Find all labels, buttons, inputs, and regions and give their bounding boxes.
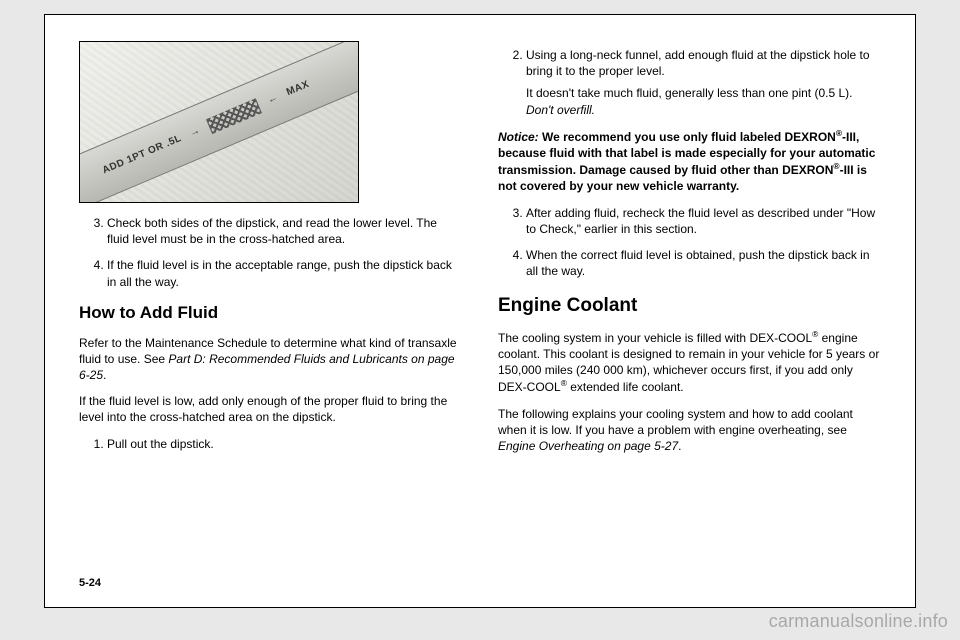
- manual-page: ADD 1PT OR .5L → ← MAX Check both sides …: [44, 14, 916, 608]
- step-subtext: It doesn't take much fluid, generally le…: [526, 85, 881, 117]
- add-steps-list-right-b: After adding fluid, recheck the fluid le…: [498, 205, 881, 280]
- body-paragraph: The cooling system in your vehicle is fi…: [498, 329, 881, 396]
- list-item: After adding fluid, recheck the fluid le…: [526, 205, 881, 237]
- engine-coolant-heading: Engine Coolant: [498, 293, 881, 319]
- check-steps-list: Check both sides of the dipstick, and re…: [79, 215, 462, 290]
- emphasis: Don't overfill.: [526, 103, 595, 117]
- list-item: If the fluid level is in the acceptable …: [107, 257, 462, 289]
- step-text: Using a long-neck funnel, add enough flu…: [526, 48, 870, 78]
- list-item: Pull out the dipstick.: [107, 436, 462, 452]
- step-text: Check both sides of the dipstick, and re…: [107, 216, 437, 246]
- arrow-right-icon: →: [188, 124, 203, 141]
- notice-paragraph: Notice: We recommend you use only fluid …: [498, 128, 881, 195]
- left-column: ADD 1PT OR .5L → ← MAX Check both sides …: [79, 41, 462, 571]
- cross-ref: Engine Overheating on page 5-27: [498, 439, 678, 453]
- step-text: If the fluid level is in the acceptable …: [107, 258, 452, 288]
- crosshatch-zone: [206, 98, 262, 134]
- step-text: Pull out the dipstick.: [107, 437, 214, 451]
- list-item: Check both sides of the dipstick, and re…: [107, 215, 462, 247]
- step-text: After adding fluid, recheck the fluid le…: [526, 206, 875, 236]
- text: .: [678, 439, 681, 453]
- text: We recommend you use only fluid labeled …: [539, 130, 836, 144]
- add-steps-list-left: Pull out the dipstick.: [79, 436, 462, 452]
- right-column: Using a long-neck funnel, add enough flu…: [498, 41, 881, 571]
- two-column-layout: ADD 1PT OR .5L → ← MAX Check both sides …: [79, 41, 881, 571]
- body-paragraph: Refer to the Maintenance Schedule to det…: [79, 335, 462, 384]
- watermark-text: carmanualsonline.info: [769, 611, 948, 632]
- page-number: 5-24: [79, 577, 881, 589]
- text: It doesn't take much fluid, generally le…: [526, 86, 852, 100]
- how-to-add-heading: How to Add Fluid: [79, 302, 462, 325]
- body-paragraph: If the fluid level is low, add only enou…: [79, 393, 462, 425]
- step-text: When the correct fluid level is obtained…: [526, 248, 870, 278]
- list-item: Using a long-neck funnel, add enough flu…: [526, 47, 881, 118]
- add-steps-list-right-a: Using a long-neck funnel, add enough flu…: [498, 47, 881, 118]
- text: .: [103, 368, 106, 382]
- list-item: When the correct fluid level is obtained…: [526, 247, 881, 279]
- dipstick-max-label: MAX: [285, 78, 312, 100]
- dipstick-photo: ADD 1PT OR .5L → ← MAX: [79, 41, 359, 203]
- notice-label: Notice:: [498, 130, 539, 144]
- arrow-left-icon: ←: [266, 91, 281, 108]
- text: extended life coolant.: [567, 380, 684, 394]
- body-paragraph: The following explains your cooling syst…: [498, 406, 881, 455]
- text: The cooling system in your vehicle is fi…: [498, 331, 812, 345]
- text: The following explains your cooling syst…: [498, 407, 853, 437]
